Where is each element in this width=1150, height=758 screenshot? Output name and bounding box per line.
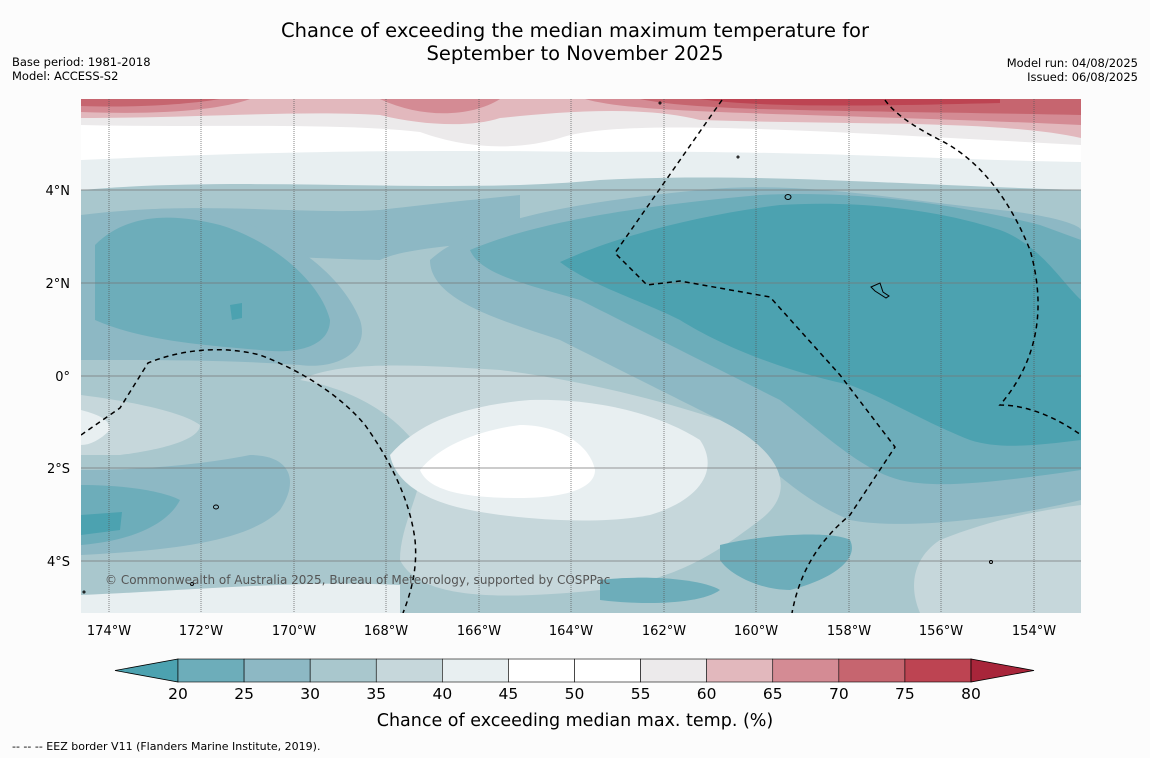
issued-date: Issued: 06/08/2025	[1027, 70, 1138, 84]
meta-left: Base period: 1981-2018 Model: ACCESS-S2	[12, 55, 151, 83]
colorbar-arrow-high	[970, 658, 1035, 683]
colorbar-label: Chance of exceeding median max. temp. (%…	[377, 711, 774, 731]
region-45-55-central	[420, 425, 595, 498]
base-period: Base period: 1981-2018	[12, 55, 151, 69]
colorbar-swatch-35-40	[375, 658, 443, 683]
colorbar-tick-80: 80	[961, 685, 981, 703]
colorbar-swatch-25-30	[243, 658, 311, 683]
lat-label-2n: 2°N	[46, 277, 71, 292]
lon-label-160w: 160°W	[734, 624, 778, 639]
region-lt20-east	[560, 203, 1081, 446]
region-20-25-west	[95, 217, 330, 352]
colorbar-tick-45: 45	[499, 685, 519, 703]
graticule-lon	[108, 99, 1035, 613]
region-lt20-southwest	[81, 512, 122, 535]
lon-label-172w: 172°W	[179, 624, 223, 639]
region-35-40-southeast	[914, 505, 1081, 613]
lon-label-174w: 174°W	[87, 624, 131, 639]
colorbar-tick-30: 30	[300, 685, 320, 703]
colorbar-tick-70: 70	[829, 685, 849, 703]
lon-label-170w: 170°W	[272, 624, 316, 639]
colorbar-swatch-60-65	[706, 658, 774, 683]
colorbar-swatch-50-55	[574, 658, 641, 683]
lat-labels: 4°N 2°N 0° 2°S 4°S	[46, 184, 71, 570]
colorbar-tick-35: 35	[366, 685, 386, 703]
colorbar-swatch-45-50	[508, 658, 575, 683]
graticule-lat	[81, 189, 1081, 562]
colorbar-swatch-70-75	[838, 658, 906, 683]
title-line-1: Chance of exceeding the median maximum t…	[280, 19, 870, 42]
lat-label-eq: 0°	[55, 370, 70, 385]
colorbar-arrow-low	[114, 658, 179, 683]
copyright-notice: © Commonwealth of Australia 2025, Bureau…	[105, 573, 610, 587]
region-75-80	[700, 99, 1000, 106]
colorbar-tick-40: 40	[432, 685, 452, 703]
colorbar-tick-25: 25	[234, 685, 254, 703]
lon-labels: 174°W 172°W 170°W 168°W 166°W 164°W 162°…	[87, 624, 1056, 639]
map-title: Chance of exceeding the median maximum t…	[0, 19, 1150, 65]
colorbar-swatch-20-25	[177, 658, 245, 683]
colorbar-tick-60: 60	[697, 685, 717, 703]
lon-label-164w: 164°W	[549, 624, 593, 639]
lon-label-166w: 166°W	[457, 624, 501, 639]
colorbar-tick-50: 50	[565, 685, 585, 703]
colorbar: 20 25 30 35 40 45 50 55 60 65 70 75 80	[114, 658, 1035, 703]
region-35-40-west	[81, 395, 200, 455]
map-panel: © Commonwealth of Australia 2025, Bureau…	[81, 99, 1081, 613]
model-run: Model run: 04/08/2025	[1006, 56, 1138, 70]
colorbar-tick-75: 75	[895, 685, 915, 703]
region-20-25-south	[600, 577, 720, 603]
region-40-45-west	[81, 410, 110, 445]
colorbar-swatch-55-60	[640, 658, 707, 683]
colorbar-swatch-75-80	[904, 658, 972, 683]
region-40-45-south	[81, 583, 400, 613]
eez-border	[81, 99, 1081, 613]
islands	[82, 101, 993, 594]
colorbar-tick-20: 20	[168, 685, 188, 703]
lon-label-162w: 162°W	[642, 624, 686, 639]
meta-right: Model run: 04/08/2025 Issued: 06/08/2025	[1007, 56, 1138, 84]
model-name: Model: ACCESS-S2	[12, 69, 119, 83]
colorbar-swatch-30-35	[309, 658, 377, 683]
lat-label-2s: 2°S	[47, 462, 70, 477]
lon-label-168w: 168°W	[364, 624, 408, 639]
title-line-2: September to November 2025	[426, 42, 724, 65]
colorbar-tick-65: 65	[763, 685, 783, 703]
lat-label-4n: 4°N	[46, 184, 71, 199]
lon-label-156w: 156°W	[919, 624, 963, 639]
colorbar-tick-55: 55	[631, 685, 651, 703]
lon-label-158w: 158°W	[827, 624, 871, 639]
footnote: -- -- -- EEZ border V11 (Flanders Marine…	[12, 740, 321, 753]
region-lt20-west-spot	[230, 303, 242, 320]
colorbar-swatch-65-70	[772, 658, 840, 683]
colorbar-swatch-40-45	[442, 658, 509, 683]
lat-label-4s: 4°S	[47, 555, 70, 570]
lon-label-154w: 154°W	[1012, 624, 1056, 639]
